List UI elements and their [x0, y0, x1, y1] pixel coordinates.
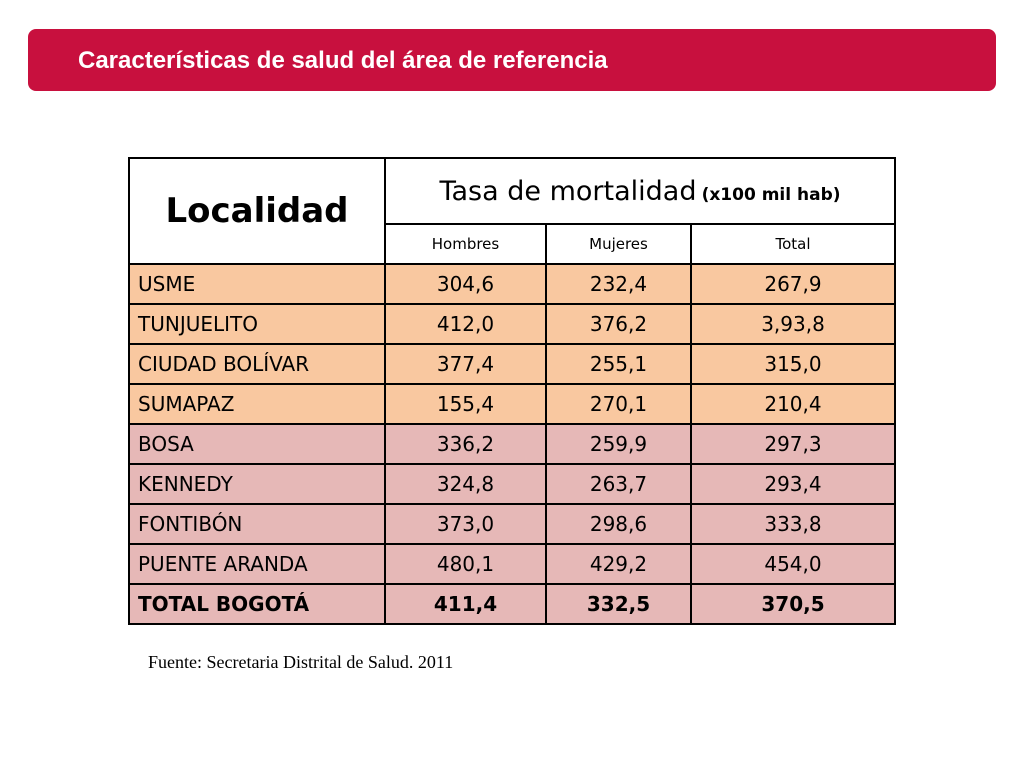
row-total: 210,4	[690, 383, 896, 425]
tasa-header-unit: (x100 mil hab)	[701, 184, 841, 205]
table-row: FONTIBÓN 373,0 298,6 333,8	[128, 503, 896, 545]
table-subheader-row: Hombres Mujeres Total	[129, 223, 896, 265]
row-hombres: 377,4	[384, 343, 547, 385]
row-localidad: KENNEDY	[128, 463, 386, 505]
table-header-row: Localidad Tasa de mortalidad (x100 mil h…	[128, 157, 896, 265]
table-row: SUMAPAZ 155,4 270,1 210,4	[128, 383, 896, 425]
table-row: CIUDAD BOLÍVAR 377,4 255,1 315,0	[128, 343, 896, 385]
row-hombres: 411,4	[384, 583, 547, 625]
row-hombres: 480,1	[384, 543, 547, 585]
row-total: 454,0	[690, 543, 896, 585]
table-row: PUENTE ARANDA 480,1 429,2 454,0	[128, 543, 896, 585]
row-total: 293,4	[690, 463, 896, 505]
row-localidad: CIUDAD BOLÍVAR	[128, 343, 386, 385]
row-localidad: TUNJUELITO	[128, 303, 386, 345]
tasa-header-label: Tasa de mortalidad	[439, 175, 697, 207]
mortality-table: Localidad Tasa de mortalidad (x100 mil h…	[128, 157, 896, 625]
hombres-header: Hombres	[384, 223, 547, 265]
row-mujeres: 259,9	[545, 423, 692, 465]
row-mujeres: 298,6	[545, 503, 692, 545]
row-total: 333,8	[690, 503, 896, 545]
row-localidad: PUENTE ARANDA	[128, 543, 386, 585]
row-localidad: SUMAPAZ	[128, 383, 386, 425]
row-localidad: TOTAL BOGOTÁ	[128, 583, 386, 625]
row-total: 3,93,8	[690, 303, 896, 345]
table-row: BOSA 336,2 259,9 297,3	[128, 423, 896, 465]
table-total-row: TOTAL BOGOTÁ 411,4 332,5 370,5	[128, 583, 896, 625]
row-hombres: 324,8	[384, 463, 547, 505]
row-mujeres: 255,1	[545, 343, 692, 385]
page-title: Características de salud del área de ref…	[78, 47, 608, 74]
localidad-header: Localidad	[128, 157, 386, 265]
row-localidad: FONTIBÓN	[128, 503, 386, 545]
row-hombres: 155,4	[384, 383, 547, 425]
source-note: Fuente: Secretaria Distrital de Salud. 2…	[148, 652, 454, 672]
row-mujeres: 376,2	[545, 303, 692, 345]
row-mujeres: 263,7	[545, 463, 692, 505]
row-hombres: 412,0	[384, 303, 547, 345]
row-mujeres: 270,1	[545, 383, 692, 425]
title-banner: Características de salud del área de ref…	[28, 29, 996, 91]
row-total: 315,0	[690, 343, 896, 385]
row-hombres: 373,0	[384, 503, 547, 545]
row-mujeres: 332,5	[545, 583, 692, 625]
row-total: 297,3	[690, 423, 896, 465]
row-total: 267,9	[690, 263, 896, 305]
table-row: TUNJUELITO 412,0 376,2 3,93,8	[128, 303, 896, 345]
mujeres-header: Mujeres	[545, 223, 692, 265]
row-mujeres: 232,4	[545, 263, 692, 305]
table-row: USME 304,6 232,4 267,9	[128, 263, 896, 305]
table-row: KENNEDY 324,8 263,7 293,4	[128, 463, 896, 505]
row-hombres: 304,6	[384, 263, 547, 305]
row-total: 370,5	[690, 583, 896, 625]
row-hombres: 336,2	[384, 423, 547, 465]
tasa-header: Tasa de mortalidad (x100 mil hab)	[384, 157, 896, 225]
row-localidad: USME	[128, 263, 386, 305]
row-mujeres: 429,2	[545, 543, 692, 585]
row-localidad: BOSA	[128, 423, 386, 465]
total-header: Total	[690, 223, 896, 265]
